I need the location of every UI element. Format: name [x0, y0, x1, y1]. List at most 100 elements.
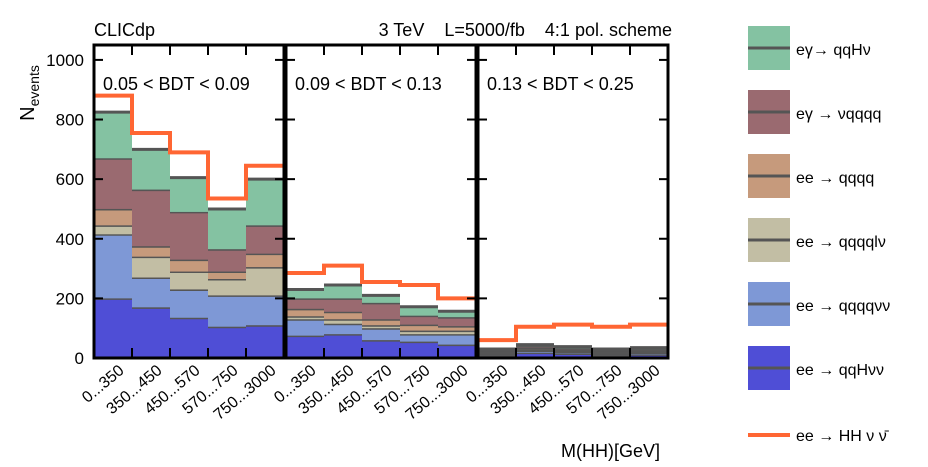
legend-item-ee_qqHnunu: ee → qqHνν: [748, 346, 884, 390]
bar-ee_qqqqnunu-bin-5: [438, 334, 476, 345]
legend-label: ee → qqHνν: [796, 362, 884, 379]
bar-ee_qqqqnunu-bin-3: [362, 328, 400, 341]
bar-ee_qqqqnunu-bin-4: [208, 295, 246, 327]
bar-ee_qqHnunu-bin-1: [286, 335, 324, 358]
bar-ea_nuqqqq-bin-1: [286, 298, 324, 309]
bar-ea_qqHnu-bin-1: [286, 289, 324, 299]
bar-ea_nuqqqq-bin-2: [324, 298, 362, 312]
y-tick-label: 800: [56, 111, 84, 130]
panel-frame-3: [476, 43, 670, 360]
y-tick-label: 0: [75, 349, 84, 368]
legend-label: ee → HH ν ν̄: [796, 428, 890, 445]
bar-ea_nuqqqq-bin-1: [94, 158, 132, 209]
y-axis-ticks: 0 200 400 600 800 1000: [46, 51, 84, 368]
bar-ee_qqqqnunu-bin-2: [324, 323, 362, 335]
panel-1: [94, 93, 284, 358]
panel-label-3: 0.13 < BDT < 0.25: [487, 74, 634, 94]
bar-ee_qqqqlnu-bin-4: [208, 279, 246, 296]
bar-ee_qqqqlnu-bin-5: [246, 267, 284, 296]
bar-ea_qqHnu-bin-2: [324, 284, 362, 299]
bar-ee_qqqqnunu-bin-3: [170, 289, 208, 318]
bar-ee_qqqqnunu-bin-1: [94, 234, 132, 299]
bar-ee_qqqq-bin-3: [170, 259, 208, 272]
bar-ea_nuqqqq-bin-4: [208, 249, 246, 272]
bar-ee_qqHnunu-bin-5: [438, 344, 476, 358]
x-axis-tick-labels: 0...350350...450450...570570...750750...…: [79, 362, 663, 424]
bar-ee_qqHnunu-bin-2: [324, 334, 362, 358]
plot-frames: 0.05 < BDT < 0.09 0.09 < BDT < 0.13 0.13 <…: [92, 43, 670, 360]
signal-line-panel-1: [94, 93, 284, 201]
bar-ee_qqHnunu-bin-1: [94, 298, 132, 358]
bar-ea_qqHnu-bin-4: [208, 208, 246, 250]
y-axis-label-main: N: [17, 106, 39, 120]
panel-label-1: 0.05 < BDT < 0.09: [103, 74, 250, 94]
bar-ee_qqqqnunu-bin-1: [286, 319, 324, 336]
bar-ea_qqHnu-bin-4: [400, 306, 438, 316]
y-tick-label: 400: [56, 230, 84, 249]
bar-ee_qqHnunu-bin-5: [246, 325, 284, 358]
bar-ea_qqHnu-bin-3: [170, 177, 208, 212]
bar-ee_qqqq-bin-4: [208, 271, 246, 280]
bar-ea_qqHnu-bin-5: [438, 311, 476, 318]
legend-item-signal: ee → HH ν ν̄: [748, 428, 890, 445]
bar-ea_qqHnu-bin-3: [362, 295, 400, 303]
legend-item-ee_qqqqnunu: ee → qqqqνν: [748, 282, 890, 326]
legend: eγ→ qqHν eγ → νqqqq ee → qqqq ee → qqqqlν ee…: [748, 26, 890, 445]
legend-label: eγ → νqqqq: [796, 106, 881, 123]
legend-item-ee_qqqqlnu: ee → qqqqlν: [748, 218, 886, 262]
bar-ea_qqHnu-bin-5: [246, 179, 284, 226]
header-left-label: CLICdp: [94, 20, 155, 40]
bar-ee_qqqqlnu-bin-2: [132, 256, 170, 278]
bar-ea_nuqqqq-bin-3: [170, 211, 208, 260]
x-axis-label: M(HH)[GeV]: [561, 441, 660, 461]
y-axis-label-sub: events: [26, 65, 42, 106]
bar-ee_qqqqnunu-bin-4: [400, 334, 438, 342]
signal-line-panel-3: [478, 322, 668, 343]
legend-label: ee → qqqqlν: [796, 234, 886, 251]
bar-ea_nuqqqq-bin-2: [132, 189, 170, 247]
bar-ea_nuqqqq-bin-3: [362, 302, 400, 320]
bar-ee_qqqqlnu-bin-1: [94, 225, 132, 235]
bar-ee_qqHnunu-bin-2: [132, 307, 170, 358]
bar-ee_qqqqlnu-bin-3: [170, 271, 208, 290]
bar-ee_qqqq-bin-3: [362, 319, 400, 326]
bar-ee_qqqq-bin-5: [246, 253, 284, 268]
bar-ee_qqqqnunu-bin-2: [132, 277, 170, 308]
bar-ea_qqHnu-bin-2: [132, 149, 170, 190]
bar-ee_qqqq-bin-2: [324, 311, 362, 320]
panel-2: [286, 263, 476, 358]
bar-ee_qqHnunu-bin-2: [516, 352, 554, 358]
y-tick-label: 200: [56, 289, 84, 308]
panel-frame-1: [92, 43, 286, 360]
bar-ee_qqqqlnu-bin-2: [324, 319, 362, 324]
plot-area: [94, 93, 668, 358]
bar-ee_qqqqnunu-bin-5: [246, 295, 284, 326]
legend-label: ee → qqqq: [796, 170, 874, 187]
bar-ee_qqqq-bin-2: [132, 246, 170, 257]
y-axis-label: Nevents: [17, 65, 42, 121]
bar-ee_qqqqlnu-bin-5: [438, 330, 476, 335]
legend-label: eγ→ qqHν: [796, 42, 871, 59]
panel-frame-2: [284, 43, 478, 360]
legend-item-ea_nuqqqq: eγ → νqqqq: [748, 90, 881, 134]
legend-label: ee → qqqqνν: [796, 298, 890, 315]
bar-ea_nuqqqq-bin-4: [400, 315, 438, 325]
bar-ee_qqHnunu-bin-3: [362, 340, 400, 358]
legend-item-ea_qqHnu: eγ→ qqHν: [748, 26, 871, 70]
bar-ee_qqqq-bin-5: [438, 326, 476, 331]
bar-ee_qqHnunu-bin-3: [554, 353, 592, 358]
y-tick-label: 1000: [46, 51, 84, 70]
bar-ee_qqHnunu-bin-3: [170, 317, 208, 358]
bar-ee_qqHnunu-bin-4: [400, 341, 438, 358]
bar-ee_qqqq-bin-1: [286, 308, 324, 317]
y-tick-label: 600: [56, 170, 84, 189]
bar-ea_nuqqqq-bin-5: [438, 317, 476, 327]
bar-ee_qqHnunu-bin-4: [208, 326, 246, 358]
bar-ee_qqqq-bin-4: [400, 324, 438, 331]
header-right-label: 3 TeV L=5000/fb 4:1 pol. scheme: [379, 20, 672, 40]
bar-ee_qqqqlnu-bin-4: [400, 330, 438, 335]
bar-ee_qqHnunu-bin-5: [630, 354, 668, 358]
panel-label-2: 0.09 < BDT < 0.13: [295, 74, 442, 94]
bar-ee_qqqq-bin-1: [94, 208, 132, 226]
